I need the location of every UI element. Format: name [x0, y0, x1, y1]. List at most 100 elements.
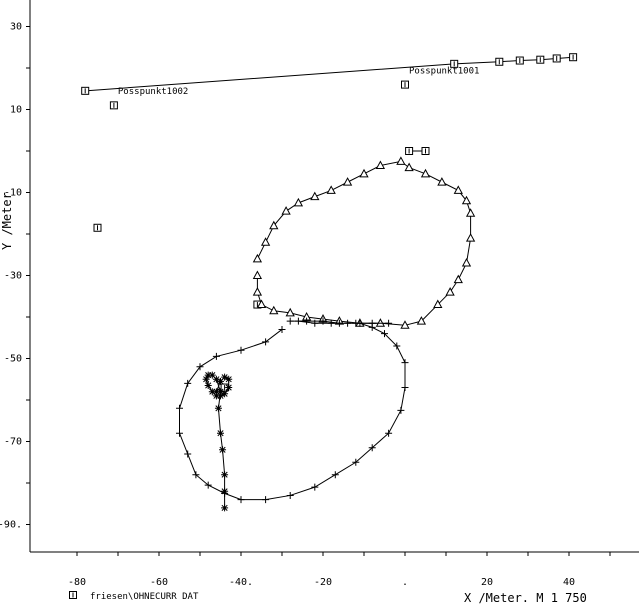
annotation-label: Posspunkt1001: [409, 66, 479, 76]
x-axis-title: X /Meter. M 1 750: [464, 591, 587, 605]
data-point: [445, 287, 455, 296]
y-tick-label: 30: [10, 22, 22, 33]
data-point: [109, 101, 118, 110]
data-point: [219, 446, 227, 454]
data-point: [368, 319, 376, 327]
data-point: [212, 352, 220, 360]
data-point: [310, 191, 320, 201]
data-point: [381, 330, 388, 338]
series-line: [256, 160, 472, 326]
series-3: [252, 156, 476, 329]
x-tick-label: -40.: [229, 577, 253, 588]
data-point: [385, 319, 393, 327]
data-point: [359, 168, 369, 178]
data-point: [552, 54, 561, 63]
data-point: [225, 375, 233, 383]
y-tick-label: -10: [4, 188, 22, 199]
y-tick-label: -50: [4, 354, 22, 365]
data-point: [285, 307, 295, 317]
data-point: [385, 429, 393, 437]
data-point: [208, 388, 216, 396]
data-point: [397, 406, 405, 414]
data-point: [278, 325, 286, 333]
data-point: [176, 429, 183, 437]
data-point: [344, 319, 352, 327]
data-point: [405, 147, 414, 155]
data-point: [237, 346, 245, 354]
y-tick-label: -30: [4, 271, 22, 282]
data-point: [495, 57, 504, 66]
data-point: [286, 317, 294, 325]
data-point: [281, 206, 291, 215]
data-point: [326, 185, 336, 194]
data-point: [396, 156, 406, 165]
data-point: [401, 384, 409, 392]
data-point: [303, 317, 311, 325]
data-point: [217, 388, 224, 396]
annotations: Posspunkt1001 Posspunkt1002: [118, 66, 480, 97]
series-5: [202, 371, 233, 512]
data-point: [196, 363, 204, 371]
data-point: [252, 287, 263, 296]
data-point: [375, 160, 386, 170]
data-point: [237, 496, 245, 504]
data-point: [331, 471, 339, 479]
data-point: [212, 388, 220, 396]
data-point: [204, 371, 212, 379]
data-point: [262, 338, 270, 346]
data-point: [393, 342, 401, 350]
data-point: [453, 274, 463, 284]
data-point: [342, 177, 353, 186]
data-point: [202, 375, 210, 383]
data-point: [192, 471, 200, 479]
data-point: [294, 317, 302, 325]
data-point: [262, 496, 270, 504]
data-point: [217, 377, 224, 385]
data-point: [453, 185, 463, 194]
data-point: [536, 55, 545, 64]
data-point: [221, 373, 229, 381]
x-tick-label: 20: [481, 577, 493, 588]
annotation-label: Posspunkt1002: [118, 87, 188, 97]
x-tick-label: -60: [150, 577, 168, 588]
data-point: [352, 319, 360, 327]
data-point: [269, 220, 279, 230]
y-tick-label: -70: [4, 437, 22, 448]
data-point: [204, 481, 212, 489]
data-point: [311, 483, 319, 491]
data-point: [293, 197, 304, 207]
data-point: [184, 379, 192, 387]
data-point: [212, 392, 220, 400]
data-point: [81, 86, 90, 95]
data-point: [450, 59, 459, 68]
data-point: [256, 299, 267, 309]
data-point: [401, 359, 409, 367]
data-point: [515, 56, 524, 65]
series-0: [81, 53, 578, 95]
data-point: [461, 258, 472, 267]
x-tick-label: -20: [314, 577, 332, 588]
data-point: [208, 371, 216, 379]
data-point: [221, 504, 229, 512]
data-point: [225, 384, 233, 392]
data-point: [400, 320, 410, 329]
data-point: [401, 80, 409, 89]
series-layer: [81, 53, 578, 512]
data-point: [420, 168, 431, 178]
data-point: [214, 404, 222, 412]
x-tick-label: .: [402, 577, 408, 588]
series-2: [93, 80, 409, 392]
data-point: [461, 195, 472, 205]
data-point: [335, 319, 343, 327]
data-point: [252, 253, 263, 263]
data-point: [286, 491, 294, 499]
y-axis-title: Y /Meter: [0, 192, 14, 250]
axes: 30 10 -10 -30 -50 -70 -90. -80 -60 -40. -20. 20 40: [0, 0, 639, 588]
data-point: [260, 237, 271, 246]
x-tick-label: -80: [68, 577, 86, 588]
data-point: [433, 299, 443, 309]
series-4: [176, 317, 409, 504]
data-point: [421, 147, 430, 155]
y-tick-label: 10: [10, 105, 22, 116]
data-point: [311, 319, 319, 327]
